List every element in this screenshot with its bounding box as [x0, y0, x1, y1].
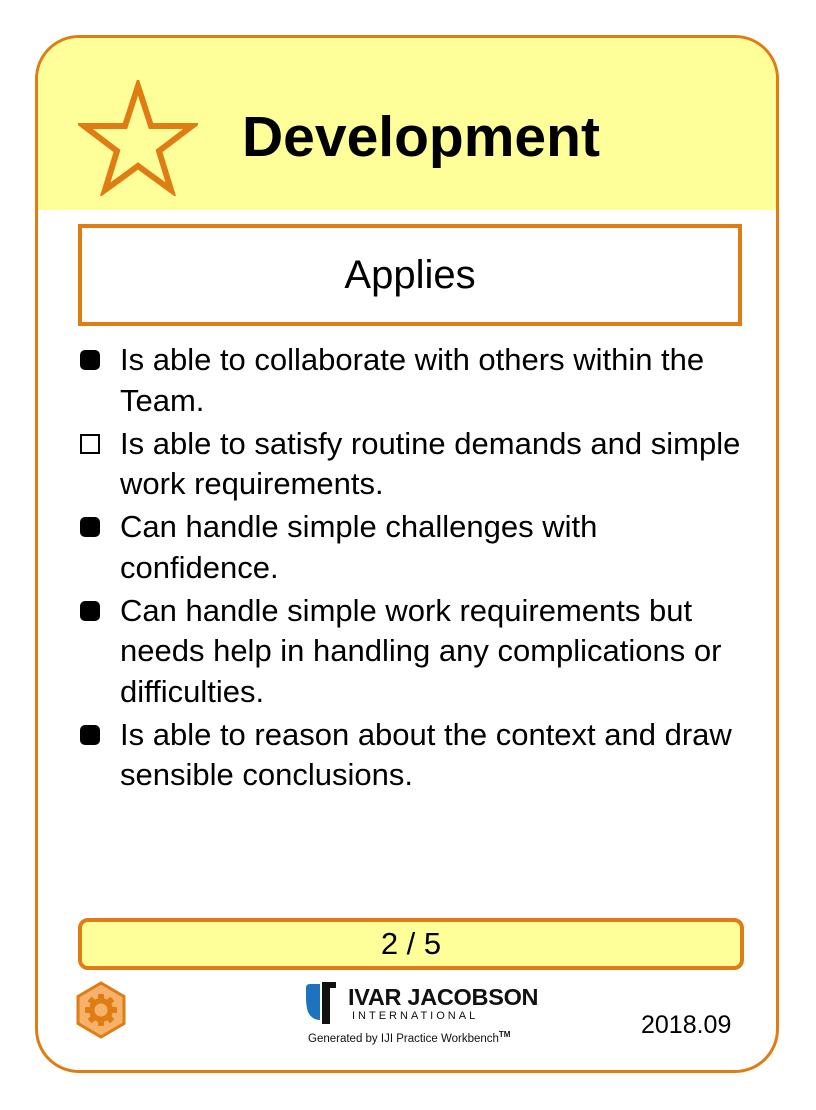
state-box: Applies	[78, 224, 742, 326]
checklist-item: Is able to collaborate with others withi…	[78, 340, 748, 421]
checklist-item: Is able to satisfy routine demands and s…	[78, 424, 748, 505]
level-indicator: 2 / 5	[78, 918, 744, 970]
logo-mark-icon	[306, 982, 336, 1024]
checkbox[interactable]	[80, 600, 100, 621]
gear-icon	[76, 981, 126, 1039]
trademark: TM	[498, 1030, 511, 1039]
checkbox[interactable]	[80, 350, 100, 370]
version-label: 2018.09	[641, 1011, 732, 1039]
checklist-item-text: Can handle simple challenges with confid…	[120, 509, 598, 585]
state-name: Applies	[344, 253, 476, 297]
logo-name: IVAR JACOBSON	[348, 984, 539, 1010]
checkbox[interactable]	[80, 433, 100, 454]
generated-by: Generated by IJI Practice WorkbenchTM	[308, 1028, 510, 1046]
card-title: Development	[242, 105, 600, 169]
checkbox[interactable]	[80, 724, 100, 745]
checklist-item: Can handle simple work requirements but …	[78, 591, 748, 713]
checklist-item-text: Is able to satisfy routine demands and s…	[120, 425, 741, 502]
checklist-item: Is able to reason about the context and …	[78, 715, 748, 796]
checkbox[interactable]	[80, 517, 100, 537]
checklist-item-text: Can handle simple work requirements but …	[120, 592, 722, 709]
checklist: Is able to collaborate with others withi…	[78, 340, 748, 798]
company-logo: IVAR JACOBSON INTERNATIONAL Generated by…	[302, 980, 562, 1046]
card-header: Development	[38, 38, 776, 210]
card: Development Applies Is able to collabora…	[35, 35, 779, 1073]
logo-subtitle: INTERNATIONAL	[352, 1010, 479, 1022]
checklist-item: Can handle simple challenges with confid…	[78, 507, 748, 588]
checklist-item-text: Is able to collaborate with others withi…	[120, 342, 705, 418]
generated-by-text: Generated by IJI Practice Workbench	[308, 1032, 499, 1045]
checklist-item-text: Is able to reason about the context and …	[120, 716, 732, 793]
star-icon	[78, 80, 198, 196]
level-text: 2 / 5	[380, 926, 442, 961]
